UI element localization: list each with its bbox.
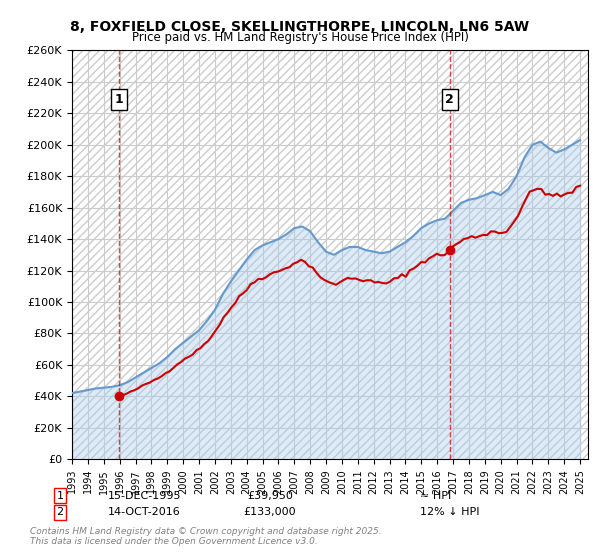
Text: £39,950: £39,950	[247, 491, 293, 501]
Text: Contains HM Land Registry data © Crown copyright and database right 2025.
This d: Contains HM Land Registry data © Crown c…	[30, 526, 382, 546]
Text: ≈ HPI: ≈ HPI	[420, 491, 451, 501]
Text: 12% ↓ HPI: 12% ↓ HPI	[420, 507, 479, 517]
Text: 2: 2	[56, 507, 64, 517]
Text: Price paid vs. HM Land Registry's House Price Index (HPI): Price paid vs. HM Land Registry's House …	[131, 31, 469, 44]
Text: 1: 1	[56, 491, 64, 501]
Text: 14-OCT-2016: 14-OCT-2016	[108, 507, 181, 517]
Text: 1: 1	[115, 93, 124, 106]
Text: 8, FOXFIELD CLOSE, SKELLINGTHORPE, LINCOLN, LN6 5AW: 8, FOXFIELD CLOSE, SKELLINGTHORPE, LINCO…	[70, 20, 530, 34]
Text: 15-DEC-1995: 15-DEC-1995	[108, 491, 182, 501]
Text: £133,000: £133,000	[244, 507, 296, 517]
Text: 2: 2	[445, 93, 454, 106]
